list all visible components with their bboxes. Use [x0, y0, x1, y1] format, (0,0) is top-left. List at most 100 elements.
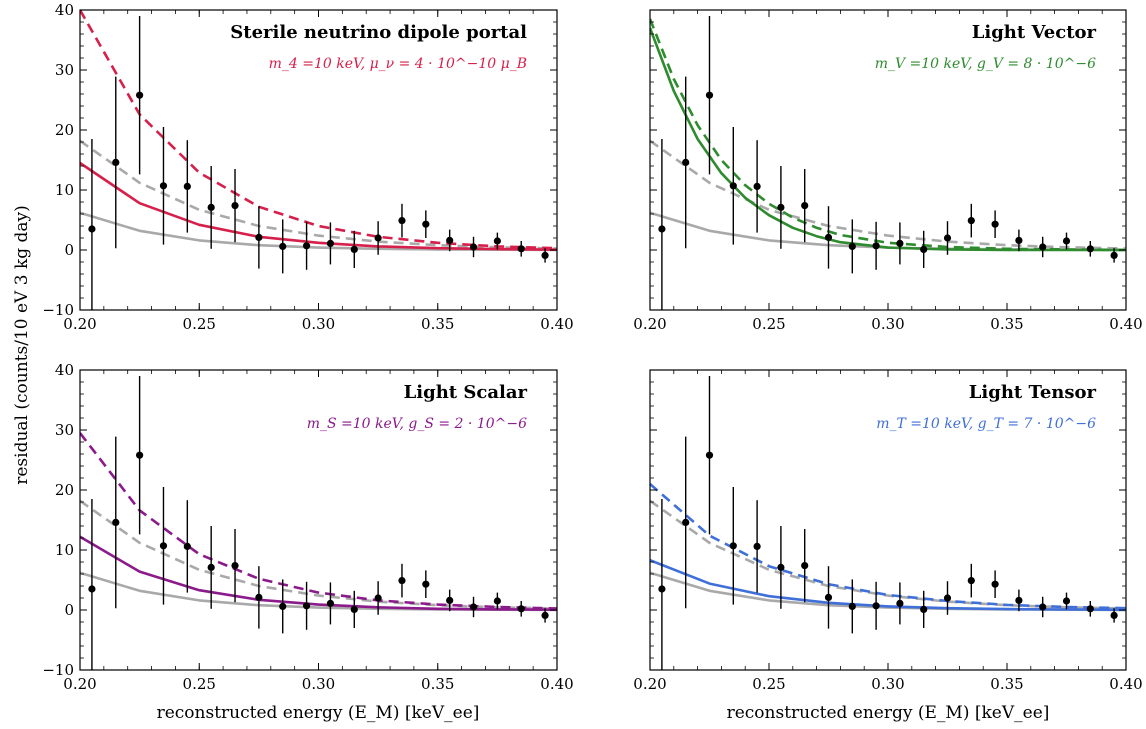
- data-point: [896, 239, 904, 247]
- data-point: [801, 562, 809, 570]
- plot-frame: [649, 9, 1127, 311]
- data-point: [446, 236, 454, 244]
- panel-title: Light Scalar: [404, 382, 528, 403]
- data-point: [279, 602, 287, 611]
- panel-title: Sterile neutrino dipole portal: [230, 22, 527, 43]
- chart-panel-2: 0.20 0.25 0.30 0.35 0.40 Light Vector m_V =10 …: [633, 9, 1143, 333]
- data-point: [848, 242, 856, 250]
- data-point: [231, 562, 239, 570]
- x-tick-label: 0.30: [871, 315, 904, 333]
- curve-group: [80, 432, 557, 612]
- reference-solid-curve: [650, 571, 1126, 612]
- data-point: [658, 225, 666, 233]
- data-point: [1039, 603, 1047, 611]
- chart-panel-3: 0.20 0.25 0.30 0.35 0.40 −10 0 10 20 30 40 Light Sc…: [42, 361, 573, 693]
- data-point: [1015, 236, 1023, 244]
- reference-dashed-curve: [650, 499, 1126, 610]
- chart-panel-1: 0.20 0.25 0.30 0.35 0.40 −10 0 10 20 30 40 Sterile …: [42, 1, 573, 333]
- x-tick-label: 0.20: [633, 315, 666, 333]
- plot-frame: [79, 9, 558, 311]
- data-point: [88, 585, 96, 593]
- reference-solid-curve: [650, 211, 1126, 252]
- x-tick-label: 0.25: [183, 315, 216, 333]
- data-point: [469, 603, 478, 611]
- data-point: [231, 202, 239, 210]
- x-tick-label: 0.30: [302, 315, 335, 333]
- y-tick-label: 0: [64, 601, 74, 619]
- data-point: [920, 245, 928, 253]
- data-point: [183, 182, 191, 190]
- data-point: [207, 203, 215, 211]
- data-point: [1086, 605, 1094, 613]
- data-point: [920, 605, 928, 614]
- model-solid-curve: [80, 161, 557, 251]
- data-point: [374, 594, 382, 602]
- data-point: [350, 605, 358, 614]
- x-axis-label-right: reconstructed energy (E_M) [keV_ee]: [727, 703, 1050, 723]
- x-tick-label: 0.25: [752, 315, 785, 333]
- data-point: [398, 217, 406, 225]
- data-point: [374, 234, 382, 242]
- data-point: [493, 597, 501, 605]
- x-tick-label: 0.20: [633, 675, 666, 693]
- y-tick-label: −10: [42, 661, 74, 679]
- data-point: [326, 599, 335, 608]
- data-point: [824, 233, 833, 241]
- x-tick-label: 0.40: [1109, 675, 1142, 693]
- x-tick-label: 0.35: [990, 675, 1023, 693]
- data-point: [1039, 243, 1047, 251]
- data-point: [658, 585, 666, 593]
- data-point: [422, 220, 430, 228]
- data-point: [1110, 251, 1118, 259]
- data-point: [159, 542, 168, 550]
- data-point: [753, 542, 761, 551]
- model-solid-curve: [80, 535, 557, 611]
- x-tick-label: 0.20: [63, 675, 96, 693]
- panel-subtitle: m_S =10 keV, g_S = 2 · 10^−6: [307, 416, 527, 432]
- data-point: [991, 580, 999, 588]
- data-point: [1110, 611, 1118, 620]
- data-point: [777, 563, 785, 572]
- data-point: [88, 225, 96, 233]
- data-point: [705, 91, 714, 99]
- data-point: [350, 245, 358, 253]
- panel-title: Light Tensor: [969, 382, 1097, 403]
- x-tick-label: 0.40: [540, 315, 573, 333]
- x-tick-label: 0.35: [421, 675, 454, 693]
- curve-group: [650, 18, 1126, 252]
- y-tick-label: 30: [55, 61, 74, 79]
- data-point: [848, 602, 856, 611]
- data-point: [1086, 245, 1094, 253]
- data-point: [967, 217, 975, 225]
- data-point: [1062, 237, 1071, 245]
- x-tick-label: 0.25: [183, 675, 216, 693]
- data-point: [872, 602, 880, 610]
- y-tick-label: 20: [55, 121, 74, 139]
- reference-dashed-curve: [650, 139, 1126, 250]
- data-point: [753, 182, 761, 190]
- x-tick-label: 0.20: [63, 315, 96, 333]
- data-point: [777, 203, 785, 211]
- data-point: [255, 233, 263, 241]
- data-point: [326, 239, 335, 247]
- data-point: [255, 593, 263, 602]
- data-point: [1062, 597, 1071, 605]
- data-point: [541, 251, 549, 259]
- data-point: [729, 182, 737, 190]
- plot-frame: [649, 369, 1127, 671]
- model-dashed-curve: [650, 18, 1126, 252]
- model-dashed-curve: [80, 10, 557, 250]
- x-tick-label: 0.40: [540, 675, 573, 693]
- data-point: [112, 158, 120, 166]
- data-point: [136, 451, 144, 459]
- panel-subtitle: m_4 =10 keV, μ_ν = 4 · 10^−10 μ_B: [269, 56, 527, 72]
- reference-dashed-curve: [80, 139, 557, 250]
- model-dashed-curve: [80, 432, 557, 610]
- y-tick-label: 10: [55, 541, 74, 559]
- panel-title: Light Vector: [972, 22, 1097, 43]
- model-solid-curve: [650, 558, 1126, 612]
- x-tick-label: 0.30: [302, 675, 335, 693]
- data-point: [967, 577, 975, 585]
- data-point: [517, 605, 525, 613]
